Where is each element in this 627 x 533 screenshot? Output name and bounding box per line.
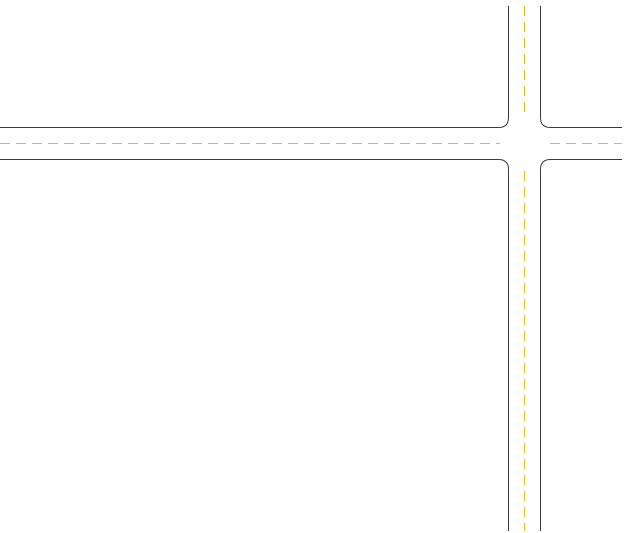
curb-bottom-right [540, 159, 622, 531]
curb-bottom-left [0, 159, 509, 531]
curb-top-left [0, 6, 509, 128]
curb-top-right [540, 6, 622, 128]
